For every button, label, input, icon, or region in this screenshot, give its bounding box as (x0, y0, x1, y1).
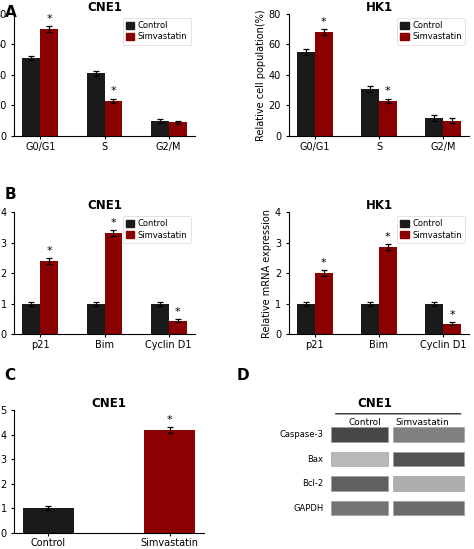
Text: Simvastatin: Simvastatin (395, 418, 449, 427)
Text: *: * (449, 310, 455, 320)
Bar (331, 501, 388, 516)
Title: CNE1: CNE1 (87, 199, 122, 212)
Bar (23, 508, 74, 533)
Bar (425, 117, 443, 136)
Bar (331, 452, 388, 467)
Text: *: * (321, 17, 327, 27)
Bar (393, 427, 464, 442)
Legend: Control, Simvastatin: Control, Simvastatin (123, 216, 191, 243)
Title: HK1: HK1 (365, 199, 392, 212)
Text: GAPDH: GAPDH (293, 503, 323, 513)
Bar (315, 273, 333, 334)
Bar (40, 261, 58, 334)
Text: C: C (5, 368, 16, 383)
Text: *: * (110, 86, 116, 97)
Bar (425, 304, 443, 334)
Bar (151, 304, 169, 334)
Text: *: * (385, 232, 391, 242)
Text: *: * (46, 245, 52, 256)
Bar (379, 247, 397, 334)
Text: A: A (5, 5, 17, 20)
Text: D: D (237, 368, 250, 383)
Title: CNE1: CNE1 (91, 397, 127, 410)
Text: *: * (110, 218, 116, 228)
Text: *: * (321, 258, 327, 268)
Bar (393, 501, 464, 516)
Y-axis label: Relative mRNA expression: Relative mRNA expression (262, 209, 272, 338)
Bar (151, 121, 169, 136)
Title: CNE1: CNE1 (357, 397, 392, 410)
Legend: Control, Simvastatin: Control, Simvastatin (123, 18, 191, 44)
Bar (297, 52, 315, 136)
Title: CNE1: CNE1 (87, 1, 122, 14)
Bar (297, 304, 315, 334)
Bar (361, 89, 379, 136)
Legend: Control, Simvastatin: Control, Simvastatin (397, 216, 465, 243)
Bar (87, 74, 104, 136)
Bar (40, 29, 58, 136)
Bar (361, 304, 379, 334)
Text: Bcl-2: Bcl-2 (302, 479, 323, 488)
Text: *: * (167, 415, 173, 425)
Title: HK1: HK1 (365, 1, 392, 14)
Bar (379, 101, 397, 136)
Bar (443, 323, 461, 334)
Bar (22, 304, 40, 334)
Bar (331, 427, 388, 442)
Bar (169, 321, 187, 334)
Bar (144, 430, 195, 533)
Bar (104, 101, 122, 136)
Bar (315, 32, 333, 136)
Text: Control: Control (348, 418, 382, 427)
Bar (393, 452, 464, 467)
Bar (393, 476, 464, 491)
Text: *: * (175, 307, 181, 317)
Text: Caspase-3: Caspase-3 (279, 430, 323, 439)
Bar (104, 233, 122, 334)
Legend: Control, Simvastatin: Control, Simvastatin (397, 18, 465, 44)
Text: *: * (385, 86, 391, 97)
Text: Bax: Bax (307, 455, 323, 463)
Bar (87, 304, 104, 334)
Bar (331, 476, 388, 491)
Y-axis label: Relative cell population(%): Relative cell population(%) (256, 9, 266, 141)
Bar (443, 121, 461, 136)
Bar (22, 58, 40, 136)
Bar (169, 122, 187, 136)
Text: B: B (5, 187, 17, 201)
Text: *: * (46, 14, 52, 24)
